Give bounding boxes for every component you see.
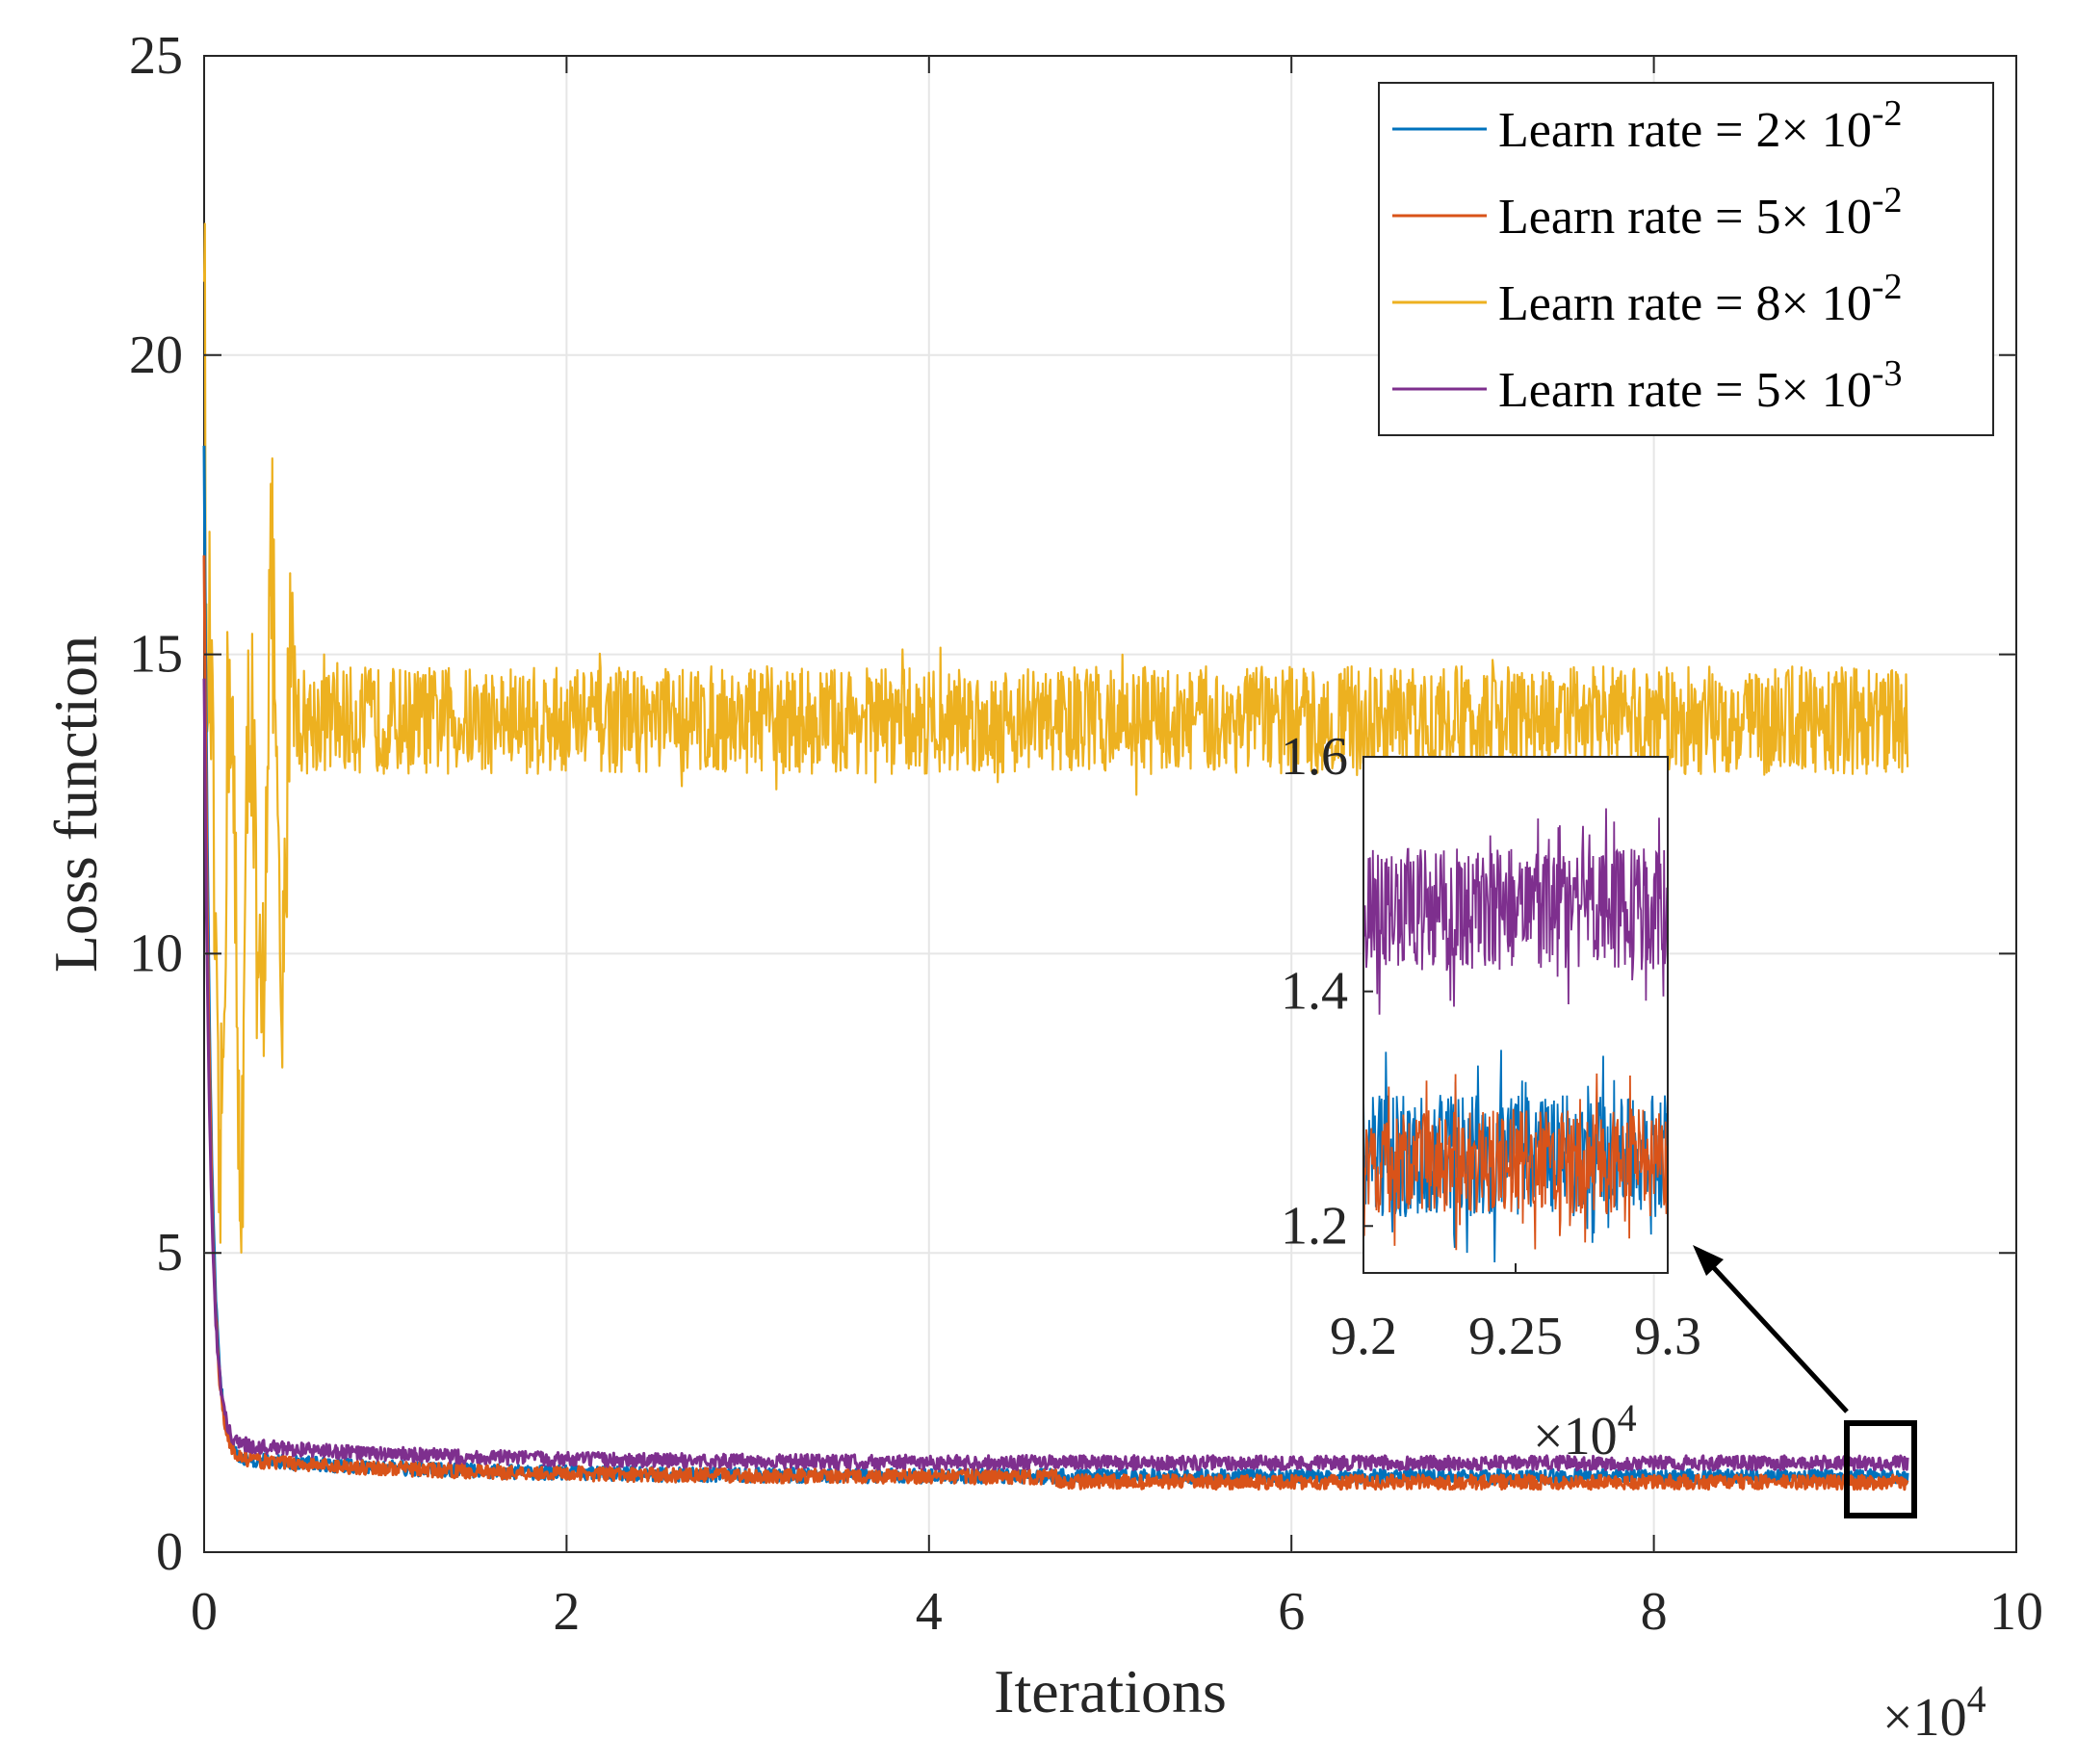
inset-y-tick-label: 1.2	[1281, 1196, 1348, 1256]
series-line-1	[202, 555, 1909, 1492]
series-line-3	[202, 678, 1909, 1472]
y-tick-label: 20	[129, 325, 183, 385]
legend-entry: Learn rate = 8× 10-2	[1498, 267, 1902, 331]
y-axis-label: Loss function	[41, 636, 110, 973]
inset-ticks: 9.2 9.25 9.3 1.2 1.4 1.6	[1281, 727, 1701, 1366]
y-tick-label: 5	[156, 1223, 183, 1283]
inset-series-layer	[1362, 808, 1669, 1263]
inset-x-tick-label: 9.3	[1634, 1307, 1701, 1366]
y-tick-label: 15	[129, 625, 183, 685]
x-tick-label: 10	[1989, 1582, 2043, 1642]
x-tick-label: 0	[191, 1582, 218, 1642]
x-axis-label: Iterations	[994, 1657, 1227, 1725]
inset-x-tick-label: 9.2	[1330, 1307, 1397, 1366]
legend-box	[1378, 82, 1994, 436]
x-multiplier: ×104	[1882, 1677, 1986, 1748]
x-tick-label: 6	[1278, 1582, 1305, 1642]
inset-y-tick-label: 1.4	[1281, 962, 1348, 1022]
series-line-2	[202, 222, 1909, 1255]
zoom-region-box	[1844, 1420, 1917, 1518]
inset-series-line-1	[1362, 1050, 1669, 1263]
y-tick-label: 25	[129, 26, 183, 86]
legend-entry: Learn rate = 5× 10-2	[1498, 180, 1902, 245]
inset-x-tick-label: 9.25	[1468, 1307, 1563, 1366]
grid-lines	[204, 56, 2016, 1552]
inset-series-line-2	[1362, 1073, 1669, 1251]
inset-x-multiplier: ×104	[1533, 1396, 1637, 1466]
y-tick-label: 0	[156, 1522, 183, 1582]
inset-frame	[1362, 756, 1669, 1274]
zoom-arrow-head	[1693, 1245, 1724, 1276]
legend-entry: Learn rate = 2× 10-2	[1498, 93, 1902, 158]
inset-series-line-0	[1362, 808, 1669, 1015]
x-tick-label: 2	[553, 1582, 580, 1642]
axis-ticks: 0 2 4 6 8 10 0 5 10 15 20 25	[129, 26, 2043, 1642]
x-tick-label: 8	[1641, 1582, 1668, 1642]
series-layer	[202, 222, 1909, 1492]
zoom-arrow-line	[1702, 1256, 1849, 1414]
legend: Learn rate = 2× 10-2 Learn rate = 5× 10-2…	[1378, 82, 1994, 436]
legend-entry: Learn rate = 5× 10-3	[1498, 353, 1902, 418]
x-tick-label: 4	[916, 1582, 943, 1642]
y-tick-label: 10	[129, 923, 183, 983]
inset-y-tick-label: 1.6	[1281, 727, 1348, 787]
